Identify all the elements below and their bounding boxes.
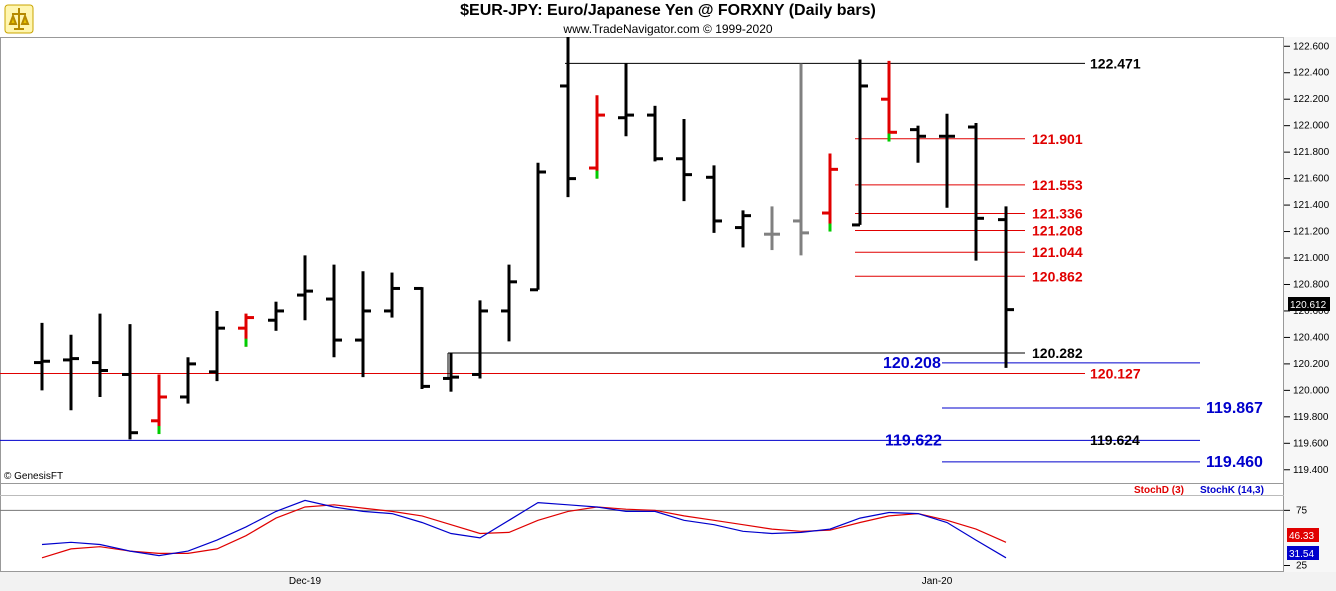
ohlc-bar xyxy=(268,301,284,331)
ohlc-bar xyxy=(443,353,459,392)
last-price-box xyxy=(1288,297,1330,311)
stochd-value-box xyxy=(1287,528,1319,542)
y-tick-label: 120.200 xyxy=(1293,359,1330,370)
ohlc-bar xyxy=(180,357,196,404)
ohlc-bar xyxy=(63,334,79,411)
y-tick-label: 119.600 xyxy=(1293,438,1329,449)
ohlc-bar xyxy=(998,206,1014,368)
ohlc-bar xyxy=(764,206,780,251)
stoch-legend-k: StochK (14,3) xyxy=(1200,485,1264,496)
y-tick-label: 121.400 xyxy=(1293,200,1330,211)
level-label: 119.624 xyxy=(1090,432,1140,448)
price-panel-frame xyxy=(0,37,1284,484)
ohlc-bar xyxy=(297,255,313,321)
y-tick-label: 120.400 xyxy=(1293,332,1330,343)
ohlc-bar xyxy=(384,272,400,318)
ohlc-bar xyxy=(238,313,254,347)
ohlc-bar xyxy=(939,113,955,208)
level-label: 120.282 xyxy=(1032,345,1083,361)
level-label: 121.044 xyxy=(1032,244,1083,260)
stochd-line xyxy=(41,504,1007,559)
chart-subtitle: www.TradeNavigator.com © 1999-2020 xyxy=(563,22,773,36)
ohlc-bar xyxy=(122,324,138,440)
level-label: 121.553 xyxy=(1032,177,1083,193)
ohlc-bar xyxy=(92,313,108,397)
x-axis-strip xyxy=(0,572,1336,591)
level-label: 119.622 xyxy=(885,432,942,449)
copyright-label: © GenesisFT xyxy=(4,471,63,482)
y-tick-label: 122.400 xyxy=(1293,68,1330,79)
stoch-panel-frame xyxy=(0,483,1284,572)
ohlc-bar xyxy=(676,119,692,202)
ohlc-bar xyxy=(472,300,488,379)
ohlc-bar xyxy=(530,162,546,292)
y-tick-label: 121.800 xyxy=(1293,147,1330,158)
chart-title: $EUR-JPY: Euro/Japanese Yen @ FORXNY (Da… xyxy=(460,2,876,19)
last-price-label: 120.612 xyxy=(1290,300,1327,311)
level-label: 119.867 xyxy=(1206,400,1263,417)
level-label: 121.901 xyxy=(1032,131,1083,147)
level-label: 120.862 xyxy=(1032,268,1083,284)
y-tick-label: 122.200 xyxy=(1293,94,1330,105)
stoch-tick-label: 25 xyxy=(1296,560,1308,571)
y-tick-label: 120.800 xyxy=(1293,279,1330,290)
y-tick-label: 121.000 xyxy=(1293,253,1330,264)
ohlc-bar xyxy=(881,60,897,142)
stochk-value-label: 31.54 xyxy=(1289,549,1314,560)
tradenavigator-logo-icon xyxy=(4,4,34,34)
ohlc-bar xyxy=(560,37,576,198)
stochk-line xyxy=(41,499,1007,559)
y-tick-label: 120.000 xyxy=(1293,385,1330,396)
x-tick-dec: Dec-19 xyxy=(289,576,322,587)
level-label: 120.127 xyxy=(1090,366,1141,382)
ohlc-bar xyxy=(618,63,634,137)
level-label: 119.460 xyxy=(1206,454,1263,471)
stoch-tick-label: 75 xyxy=(1296,505,1308,516)
stoch-legend-d: StochD (3) xyxy=(1134,485,1184,496)
level-label: 120.208 xyxy=(883,355,941,372)
ohlc-bar xyxy=(968,123,984,261)
ohlc-bar xyxy=(34,322,50,391)
ohlc-bar xyxy=(355,271,371,378)
y-tick-label: 120.600 xyxy=(1293,306,1330,317)
y-tick-label: 121.600 xyxy=(1293,174,1330,185)
level-label: 121.336 xyxy=(1032,206,1083,222)
ohlc-bar xyxy=(852,59,868,227)
chart-header: $EUR-JPY: Euro/Japanese Yen @ FORXNY (Da… xyxy=(0,0,1336,37)
y-tick-label: 119.800 xyxy=(1293,412,1329,423)
y-tick-label: 122.000 xyxy=(1293,121,1330,132)
ohlc-bar xyxy=(326,264,342,358)
y-tick-label: 121.200 xyxy=(1293,227,1330,238)
ohlc-bar xyxy=(822,153,838,232)
ohlc-bar xyxy=(735,210,751,248)
ohlc-bar xyxy=(209,310,225,382)
ohlc-bar xyxy=(151,374,167,435)
x-tick-jan: Jan-20 xyxy=(922,576,953,587)
y-tick-label: 119.400 xyxy=(1293,465,1329,476)
ohlc-bar xyxy=(414,286,430,390)
ohlc-bar xyxy=(706,165,722,233)
ohlc-bar xyxy=(501,264,517,342)
level-label: 122.471 xyxy=(1090,55,1141,71)
y-tick-label: 122.600 xyxy=(1293,41,1330,52)
level-label: 121.208 xyxy=(1032,222,1083,238)
ohlc-bar xyxy=(589,95,605,179)
ohlc-bar xyxy=(910,125,926,163)
stochk-value-box xyxy=(1287,546,1319,560)
ohlc-bar xyxy=(647,105,663,162)
stochd-value-label: 46.33 xyxy=(1289,531,1314,542)
ohlc-bar xyxy=(793,63,809,256)
